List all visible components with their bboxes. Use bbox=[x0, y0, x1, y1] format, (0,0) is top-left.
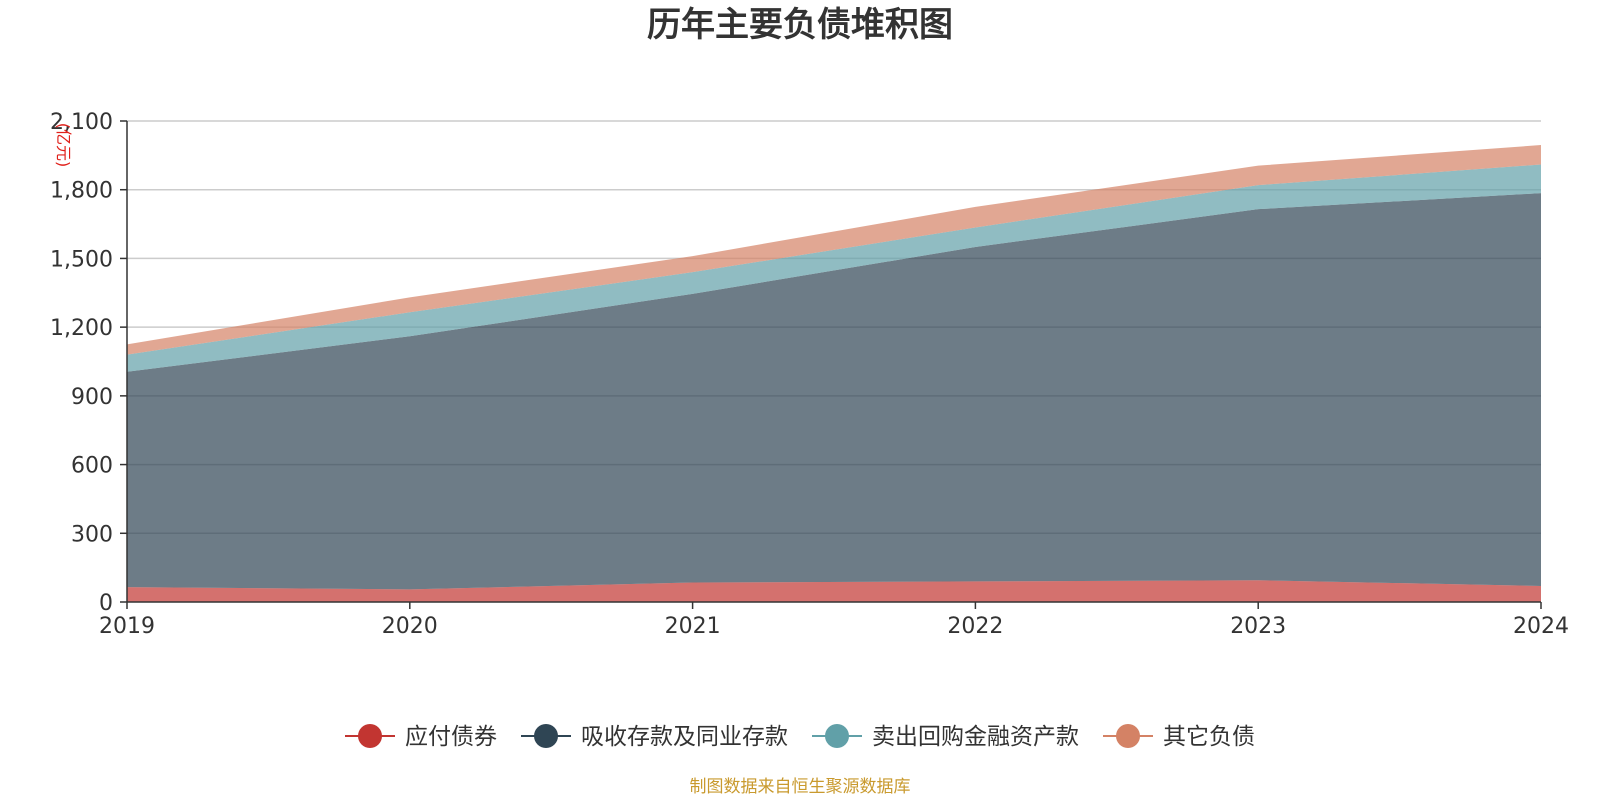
area-series-group bbox=[127, 145, 1541, 602]
x-tick-label-2024: 2024 bbox=[1513, 614, 1569, 639]
area-series-1 bbox=[127, 193, 1541, 590]
chart-title: 历年主要负债堆积图 bbox=[647, 5, 953, 45]
legend-label-3: 其它负债 bbox=[1163, 724, 1255, 750]
legend-item-2: 卖出回购金融资产款 bbox=[812, 724, 1079, 750]
x-tick-label-2019: 2019 bbox=[99, 614, 155, 639]
y-tick-label-0: 0 bbox=[99, 591, 113, 616]
area-series-0 bbox=[127, 580, 1541, 602]
x-tick-label-2020: 2020 bbox=[382, 614, 438, 639]
legend: 应付债券 吸收存款及同业存款 卖出回购金融资产款 其它负债 bbox=[345, 724, 1255, 750]
x-tick-label-2023: 2023 bbox=[1230, 614, 1286, 639]
y-tick-label-900: 900 bbox=[71, 385, 113, 410]
legend-marker-1 bbox=[534, 724, 558, 748]
y-tick-label-600: 600 bbox=[71, 454, 113, 479]
y-tick-label-300: 300 bbox=[71, 522, 113, 547]
legend-item-0: 应付债券 bbox=[345, 724, 497, 750]
area-series-3 bbox=[127, 145, 1541, 355]
y-tick-label-1800: 1,800 bbox=[50, 179, 113, 204]
x-tick-label-2022: 2022 bbox=[947, 614, 1003, 639]
legend-marker-0 bbox=[358, 724, 382, 748]
legend-marker-3 bbox=[1116, 724, 1140, 748]
axes: 0 300 600 900 1,200 1,500 1,800 2,100 2019 2020 20… bbox=[50, 110, 1569, 639]
legend-label-2: 卖出回购金融资产款 bbox=[872, 724, 1079, 750]
y-tick-label-1200: 1,200 bbox=[50, 316, 113, 341]
area-series-2 bbox=[127, 164, 1541, 372]
data-source-note: 制图数据来自恒生聚源数据库 bbox=[690, 777, 911, 797]
x-tick-label-2021: 2021 bbox=[665, 614, 721, 639]
y-tick-label-2100: 2,100 bbox=[50, 110, 113, 135]
y-tick-label-1500: 1,500 bbox=[50, 247, 113, 272]
legend-item-3: 其它负债 bbox=[1103, 724, 1255, 750]
legend-item-1: 吸收存款及同业存款 bbox=[521, 724, 788, 750]
y-axis-unit-label: (亿元) bbox=[54, 123, 73, 168]
legend-label-1: 吸收存款及同业存款 bbox=[581, 724, 788, 750]
legend-label-0: 应付债券 bbox=[405, 724, 497, 750]
legend-marker-2 bbox=[825, 724, 849, 748]
